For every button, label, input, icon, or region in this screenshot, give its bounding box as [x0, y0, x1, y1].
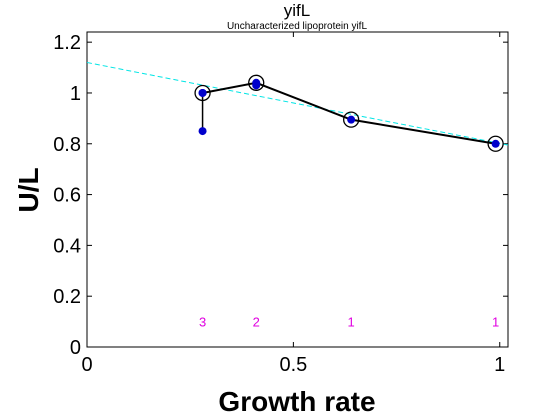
mean-point-marker	[343, 111, 360, 128]
mean-point-marker	[194, 84, 211, 102]
y-tick-label: 0.2	[53, 286, 81, 308]
y-tick-label: 1	[70, 83, 81, 105]
chart-title: yifL	[284, 1, 310, 20]
chart-subtitle: Uncharacterized lipoprotein yifL	[227, 21, 368, 32]
mean-point-marker	[248, 74, 265, 91]
y-tick-label: 0.6	[53, 185, 81, 207]
replicate-point	[347, 115, 356, 124]
data-marks: 3 2 1 1	[86, 61, 509, 330]
mean-point-marker	[487, 135, 504, 152]
count-label: 2	[253, 315, 260, 330]
axis-ticks: 0 0.2 0.4 0.6 0.8 1 1.2 0 0.5 1	[53, 32, 508, 376]
mean-line	[202, 81, 496, 145]
x-tick-label: 1	[494, 354, 505, 376]
plot-area	[86, 31, 509, 348]
y-tick-label: 0.8	[53, 134, 81, 156]
x-tick-label: 0.5	[279, 354, 307, 376]
replicate-point	[252, 81, 261, 90]
x-tick-label: 0	[81, 354, 92, 376]
y-tick-label: 0.4	[53, 235, 81, 257]
y-tick-label: 1.2	[53, 32, 81, 54]
replicate-point	[491, 139, 500, 148]
x-axis-label: Growth rate	[218, 386, 375, 417]
y-tick-label: 0	[70, 337, 81, 359]
count-label: 1	[348, 315, 355, 330]
count-label: 1	[492, 315, 499, 330]
count-label: 3	[199, 315, 206, 330]
y-axis-label: U/L	[13, 167, 44, 212]
replicate-point	[198, 88, 207, 97]
replicate-point	[198, 127, 207, 136]
